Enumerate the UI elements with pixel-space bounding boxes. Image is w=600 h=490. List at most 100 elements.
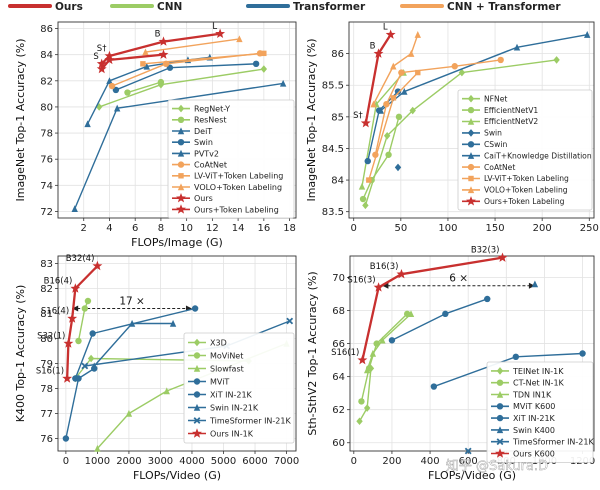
legend-swatch-marker [193, 338, 201, 347]
legend-box [183, 332, 295, 444]
tick-label-y: 84 [331, 176, 344, 187]
series-swin [394, 163, 402, 172]
legend-swatch-marker [496, 379, 504, 386]
data-point-timesformer-in-21k [286, 317, 294, 325]
data-point-coatnet [108, 82, 116, 90]
data-point-deit [279, 79, 287, 87]
legend-swatch-marker [495, 448, 505, 458]
legend-swatch-marker [496, 426, 504, 434]
legend-entry-swin: Swin [194, 138, 213, 147]
legend-entry-volo-token-labeling: VOLO+Token Labeling [484, 186, 568, 195]
legend-swatch-marker [177, 104, 185, 113]
legend-swatch-marker [176, 193, 186, 203]
data-point-ours-k600 [357, 354, 368, 365]
legend: NFNet EfficientNetV1 EfficientNetV2 Swin CSw… [457, 89, 593, 211]
data-point-nfnet [383, 132, 391, 140]
tick-label-x: 6000 [242, 456, 267, 467]
legend-entry-resnest: ResNest [194, 116, 227, 125]
data-point-movinet [75, 337, 82, 345]
y-axis-label: K400 Top-1 Accuracy (%) [14, 285, 27, 422]
data-point-timesformer-in-21k [81, 362, 89, 370]
legend-entry-swin-in-21k: Swin IN-21K [210, 403, 259, 412]
annotation-arrowtail [382, 282, 389, 289]
data-point-swin-in-21k [169, 319, 177, 327]
tick-label-y: 74 [40, 181, 53, 192]
data-point-tdn-in1k [363, 366, 371, 374]
tick-label-x: 8 [158, 223, 164, 234]
legend-swatch-marker [467, 186, 475, 194]
data-point-nfnet [409, 106, 416, 115]
series-swin-k400 [531, 280, 539, 288]
series-group: S16(1) S16(3) B16(3) B32(3) [331, 246, 586, 455]
data-point-lv-vit-token-labeling [261, 50, 267, 57]
legend-label-transformer: Transformer [293, 1, 366, 13]
chart-p3: 76 77 78 79 80 81 82 83 0 1000 2000 3000 4000 5000 600… [14, 254, 299, 482]
tick-label-x: 14 [232, 223, 245, 234]
data-point-lv-vit-token-labeling [140, 61, 146, 67]
annotation-label: 17 × [119, 296, 145, 308]
tick-label-y: 81 [40, 309, 53, 320]
plot-frame [348, 21, 595, 219]
data-point-xit-in-21k [62, 435, 70, 442]
tick-label-x: 200 [533, 223, 552, 234]
data-point-efficientnetv1 [359, 195, 367, 203]
data-point-tdn-in1k [369, 349, 377, 357]
data-point-resnest [124, 89, 131, 96]
legend-swatch-marker [467, 129, 475, 137]
y-axis-label: ImageNet Top-1 Accuracy (%) [14, 38, 27, 201]
legend-entry-ct-net-in-1k: CT-Net IN-1K [513, 379, 565, 388]
series-mvit [72, 305, 199, 382]
legend-entry-swin-k400: Swin K400 [513, 426, 555, 435]
tick-label-y: 84 [40, 50, 53, 61]
data-point-lv-vit-token-labeling [390, 95, 397, 101]
annotation-arrowhead [528, 282, 535, 289]
data-point-slowfast [94, 444, 101, 452]
plot-frame [349, 255, 595, 452]
tick-label-x: 10 [180, 223, 193, 234]
data-point-ours-in-1k [63, 338, 74, 348]
data-point-coatnet [497, 56, 504, 64]
data-point-nfnet [458, 68, 466, 77]
data-point-efficientnetv2 [358, 182, 366, 190]
series-line-ours-k600 [361, 256, 503, 361]
series-swin-in-21k [91, 319, 177, 370]
legend-entry-pvtv2: PVTv2 [194, 149, 219, 158]
tick-label-x: 3000 [148, 456, 173, 467]
legend-entry-swin: Swin [484, 129, 502, 138]
legend-entry-coatnet: CoAtNet [484, 163, 515, 172]
tick-label-y: 82 [40, 284, 53, 295]
series-ours-token-labeling: S† BL [353, 23, 396, 128]
data-point-ours-token-labeling [385, 29, 396, 39]
header-legend: Ours CNN Transformer CNN + Transformer [8, 1, 561, 13]
legend-entry-cswin: CSwin [484, 140, 507, 149]
data-point-ours [215, 28, 226, 38]
tick-label-y: 79 [40, 359, 53, 370]
data-point-nfnet [553, 56, 560, 64]
legend-entry-movinet: MoViNet [210, 351, 243, 360]
data-point-x3d [87, 354, 95, 363]
data-point-volo-token-labeling [142, 48, 149, 56]
data-point-slowfast [125, 409, 133, 417]
annotation-label: 6 × [449, 273, 468, 285]
legend-entry-volo-token-labeling: VOLO+Token Labeling [194, 183, 282, 192]
legend-entry-efficientnetv1: EfficientNetV1 [484, 106, 538, 115]
legend-entry-lv-vit-token-labeling: LV-ViT+Token Labeling [194, 172, 283, 181]
legend-swatch-marker [193, 364, 201, 372]
tick-label-y: 70 [332, 273, 345, 284]
data-point-teinet-in-1k [363, 404, 371, 412]
legend-swatch-marker [177, 183, 185, 191]
data-point-pvtv2 [143, 62, 150, 70]
tick-label-x: 16 [257, 223, 270, 234]
data-point-swin [166, 64, 174, 71]
legend-swatch-marker [177, 116, 185, 124]
point-label: L [383, 23, 388, 33]
legend-entry-mvit: MViT [210, 377, 229, 386]
point-label: S [93, 52, 98, 62]
legend: X3D MoViNet Slowfast MViT XiT IN-21K Swin IN-… [183, 332, 295, 444]
legend-entry-ours-token-labeling: Ours+Token Labeling [484, 197, 565, 206]
data-point-efficientnetv1 [395, 113, 403, 121]
x-axis-label: FLOPs/Image (G) [131, 236, 223, 249]
tick-label-y: 60 [332, 438, 345, 449]
point-label: B16(4) [44, 277, 73, 287]
legend-swatch-marker [193, 391, 201, 398]
